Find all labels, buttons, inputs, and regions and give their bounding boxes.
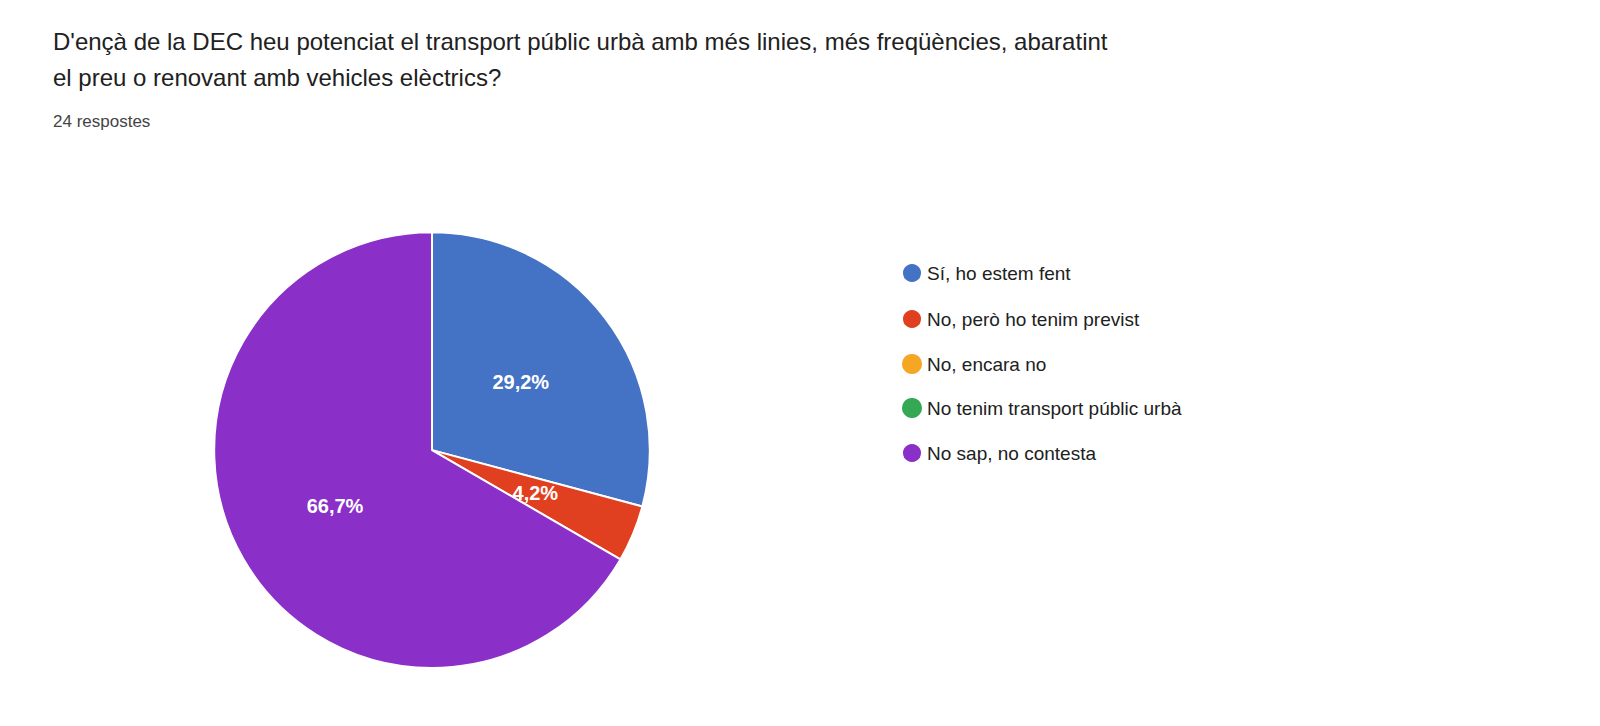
svg-text:29,2%: 29,2% (492, 371, 549, 393)
svg-text:D'ençà de la DEC heu potenciat: D'ençà de la DEC heu potenciat el transp… (53, 28, 1108, 55)
svg-text:24 respostes: 24 respostes (53, 112, 150, 131)
svg-text:el preu o renovant amb vehicle: el preu o renovant amb vehicles elèctric… (53, 64, 501, 91)
svg-text:4,2%: 4,2% (513, 482, 559, 504)
svg-text:Sí, ho estem fent: Sí, ho estem fent (927, 263, 1071, 284)
svg-text:No, encara no: No, encara no (927, 354, 1046, 375)
svg-text:No sap, no contesta: No sap, no contesta (927, 443, 1096, 464)
svg-text:No tenim transport públic urbà: No tenim transport públic urbà (927, 398, 1182, 419)
svg-text:66,7%: 66,7% (307, 495, 364, 517)
svg-text:No, però ho tenim previst: No, però ho tenim previst (927, 309, 1140, 330)
